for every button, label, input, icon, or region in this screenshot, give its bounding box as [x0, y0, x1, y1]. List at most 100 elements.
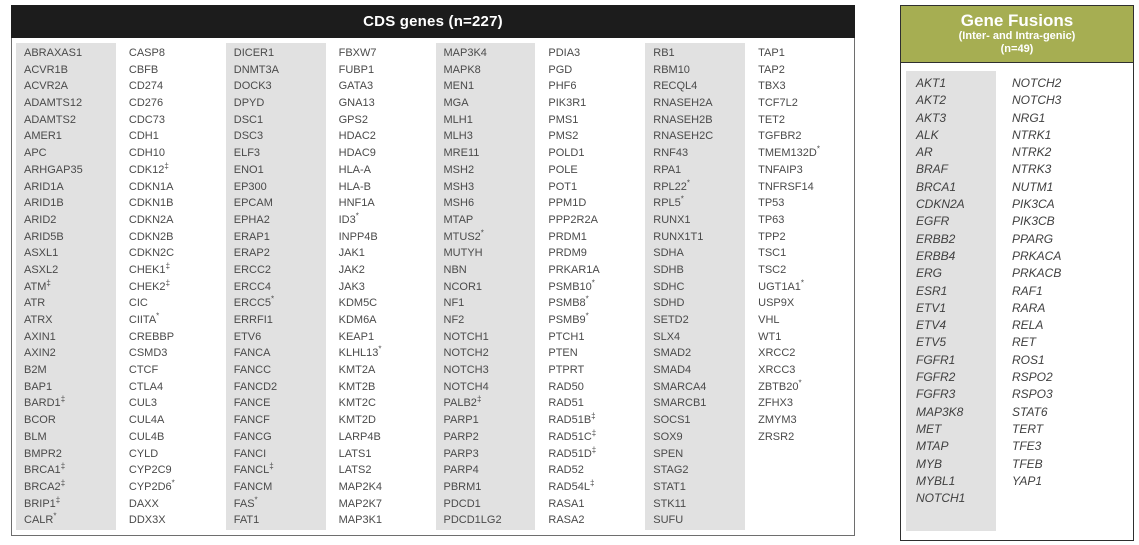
gene-cell: BMPR2 — [24, 447, 62, 460]
gene-cell: RASA2 — [548, 514, 585, 527]
gene-cell: ERCC2 — [233, 263, 272, 276]
cds-column-2: CASP8 CBFB CD274 CD276 CDC73 CDH1 CDH10 CDK12‡ C… — [121, 43, 221, 530]
gene-cell: ARID5B — [24, 230, 64, 243]
gene-cell: YAP1 — [1012, 473, 1043, 488]
gene-cell: RPL22* — [653, 177, 691, 193]
cds-table-title: CDS genes (n=227) — [11, 5, 855, 38]
gene-superscript-marker: * — [585, 311, 589, 321]
gene-cell: ACVR2A — [24, 80, 69, 93]
gene-superscript-marker: * — [355, 211, 359, 221]
gene-cell: RB1 — [653, 47, 675, 59]
gene-cell: TP63 — [758, 213, 785, 226]
gene-cell: ELF3 — [233, 147, 261, 160]
cds-column-6: PDIA3 PGD PHF6 PIK3R1 PMS1 PMS2 POLD1 POLE POT1 P… — [540, 43, 640, 530]
gene-cell: NTRK1 — [1012, 127, 1052, 142]
gene-cell: CUL4A — [128, 414, 165, 427]
gene-cell: ERAP2 — [233, 247, 270, 260]
gene-cell: MUTYH — [443, 247, 483, 260]
gene-cell: EGFR — [916, 214, 950, 229]
gene-cell: PIK3R1 — [548, 97, 587, 110]
cds-column-3: DICER1 DNMT3A DOCK3 DPYD DSC1 DSC3 ELF3 ENO1 EP3… — [225, 43, 326, 530]
gene-cell: MYB — [916, 456, 943, 471]
gene-cell: DSC3 — [233, 130, 264, 143]
gene-cell: RELA — [1012, 318, 1044, 333]
gene-cell: FAT1 — [233, 514, 260, 527]
gene-superscript-marker: * — [271, 294, 275, 304]
gene-cell: DDX3X — [128, 514, 166, 527]
gene-cell: TCF7L2 — [758, 97, 798, 110]
gene-cell: PDCD1 — [443, 497, 481, 510]
gene-cell: FANCF — [233, 414, 270, 427]
gene-cell: MAP3K1 — [338, 514, 383, 527]
gene-cell: AKT3 — [916, 110, 947, 125]
gene-superscript-marker: * — [686, 177, 691, 187]
cds-column-1: ABRAXAS1 ACVR1B ACVR2A ADAMTS12 ADAMTS2 AMER1… — [16, 43, 116, 530]
gene-cell: BCOR — [24, 414, 56, 427]
gene-cell: ERBB2 — [916, 231, 956, 246]
gene-superscript-marker: * — [591, 277, 595, 287]
gene-cell: BRIP1‡ — [24, 494, 61, 510]
gene-superscript-marker: ‡ — [165, 261, 171, 271]
gene-cell: AKT2 — [916, 93, 947, 108]
gene-cell: TSC1 — [758, 247, 787, 260]
gene-cell: ROS1 — [1012, 352, 1045, 367]
gene-cell: FANCM — [233, 480, 273, 493]
gene-cell: BRCA1‡ — [24, 461, 66, 477]
gene-cell: PPM1D — [548, 197, 587, 210]
gene-fusions-count: (n=49) — [1000, 43, 1034, 55]
gene-cell: ARID2 — [24, 213, 57, 226]
gene-cell: DOCK3 — [233, 80, 272, 93]
gene-fusions-body: AKT1 AKT2 AKT3 ALK AR BRAF BRCA1 CDKN2A EGFR ERBB… — [901, 63, 1133, 539]
gene-cell: ASXL2 — [24, 263, 59, 276]
cds-column-8: TAP1 TAP2 TBX3 TCF7L2 TET2 TGFBR2 TMEM132D* TNF… — [750, 43, 850, 530]
gene-cell: MTUS2* — [443, 227, 484, 243]
gene-cell: BRCA1 — [916, 179, 957, 194]
gene-superscript-marker: ‡ — [60, 478, 66, 488]
gene-cell: XRCC2 — [758, 347, 796, 360]
gene-superscript-marker: ‡ — [269, 461, 274, 471]
gene-superscript-marker: ‡ — [60, 461, 66, 471]
gene-cell: ALK — [916, 127, 939, 142]
gene-cell: RASA1 — [548, 497, 585, 510]
gene-cell: WT1 — [758, 330, 782, 343]
gene-superscript-marker: * — [798, 378, 802, 388]
gene-cell: PARP2 — [443, 430, 479, 443]
gene-cell: MRE11 — [443, 147, 480, 160]
cds-column-7: RB1 RBM10 RECQL4 RNASEH2A RNASEH2B RNASEH2C RN… — [645, 43, 746, 530]
gene-cell: NOTCH3 — [443, 364, 489, 377]
gene-superscript-marker: * — [156, 311, 160, 321]
gene-cell: INPP4B — [338, 230, 378, 243]
gene-cell: APC — [24, 147, 47, 160]
gene-cell: RUNX1T1 — [653, 230, 704, 243]
gene-cell: TNFAIP3 — [758, 163, 803, 176]
gene-cell: SOCS1 — [653, 414, 691, 427]
gene-cell: FUBP1 — [338, 63, 375, 76]
gene-cell: HLA-A — [338, 163, 372, 176]
gene-cell: CIC — [128, 297, 148, 310]
gene-cell: MSH6 — [443, 197, 475, 210]
gene-cell: ATR — [24, 297, 46, 310]
gene-cell: CDH1 — [128, 130, 159, 143]
gene-cell: PTCH1 — [548, 330, 585, 343]
gene-cell: RAD51B‡ — [548, 411, 596, 427]
gene-cell: DPYD — [233, 97, 265, 110]
gene-cell: ZFHX3 — [758, 397, 793, 410]
gene-cell: PARP3 — [443, 447, 479, 460]
gene-cell: FBXW7 — [338, 47, 377, 59]
gene-cell: TSC2 — [758, 263, 787, 276]
gene-cell: CYP2C9 — [128, 464, 172, 477]
gene-cell: NRG1 — [1012, 110, 1046, 125]
gene-cell: PRKACB — [1012, 266, 1062, 281]
gene-cell: CREBBP — [128, 330, 175, 343]
gene-cell: PSMB9* — [548, 311, 589, 326]
gene-cell: NUTM1 — [1012, 179, 1054, 194]
gene-cell: SOX9 — [653, 430, 683, 443]
gene-cell: SDHC — [653, 280, 685, 293]
gene-cell: CIITA* — [128, 311, 160, 326]
gene-cell: B2M — [24, 364, 47, 377]
gene-cell: ZBTB20* — [758, 378, 802, 393]
gene-cell: MGA — [443, 97, 469, 110]
gene-cell: FGFR3 — [916, 387, 956, 402]
gene-cell: PSMB10* — [548, 277, 595, 293]
gene-cell: SMAD4 — [653, 364, 692, 377]
